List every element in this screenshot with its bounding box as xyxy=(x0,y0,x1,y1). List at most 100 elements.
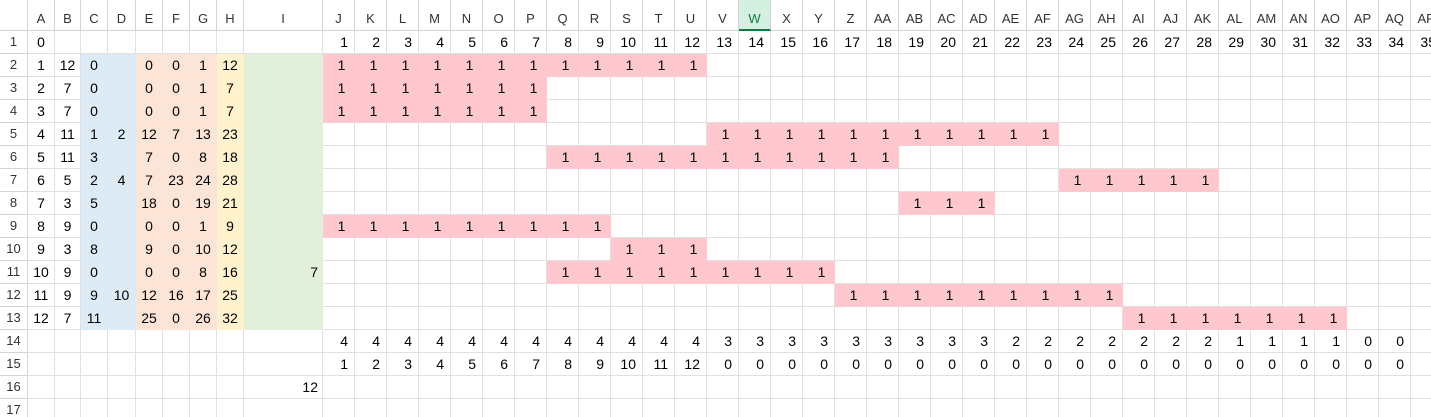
cell[interactable] xyxy=(108,215,136,238)
cell[interactable] xyxy=(867,399,899,417)
cell[interactable] xyxy=(867,169,899,192)
cell[interactable] xyxy=(867,77,899,100)
cell[interactable] xyxy=(867,376,899,399)
cell[interactable] xyxy=(1123,376,1155,399)
cell[interactable] xyxy=(611,215,643,238)
cell[interactable] xyxy=(963,169,995,192)
cell[interactable]: 8 xyxy=(28,215,55,238)
cell[interactable] xyxy=(1315,54,1347,77)
cell[interactable] xyxy=(1379,100,1411,123)
cell[interactable]: 21 xyxy=(217,192,244,215)
cell[interactable] xyxy=(707,192,739,215)
cell[interactable]: 0 xyxy=(81,100,108,123)
cell[interactable] xyxy=(1347,123,1379,146)
cell[interactable] xyxy=(419,376,451,399)
cell[interactable] xyxy=(739,399,771,417)
cell[interactable] xyxy=(547,399,579,417)
cell[interactable] xyxy=(483,192,515,215)
cell[interactable] xyxy=(1123,284,1155,307)
cell[interactable]: 1 xyxy=(611,146,643,169)
cell[interactable] xyxy=(547,77,579,100)
cell[interactable] xyxy=(771,238,803,261)
cell[interactable] xyxy=(1347,77,1379,100)
cell[interactable] xyxy=(931,215,963,238)
cell[interactable] xyxy=(108,192,136,215)
cell[interactable] xyxy=(323,376,355,399)
cell[interactable]: 0 xyxy=(1315,353,1347,376)
cell[interactable] xyxy=(387,192,419,215)
column-header[interactable]: AH xyxy=(1091,0,1123,31)
cell[interactable] xyxy=(675,215,707,238)
cell[interactable]: 9 xyxy=(136,238,163,261)
cell[interactable] xyxy=(707,169,739,192)
cell[interactable] xyxy=(867,100,899,123)
column-header[interactable]: M xyxy=(419,0,451,31)
cell[interactable]: 1 xyxy=(931,123,963,146)
cell[interactable] xyxy=(643,100,675,123)
cell[interactable] xyxy=(1219,192,1251,215)
cell[interactable]: 2 xyxy=(1187,330,1219,353)
cell[interactable]: 0 xyxy=(1091,353,1123,376)
cell[interactable] xyxy=(1123,238,1155,261)
cell[interactable] xyxy=(1187,192,1219,215)
cell[interactable]: 19 xyxy=(899,31,931,54)
cell[interactable] xyxy=(1411,123,1431,146)
cell[interactable]: 0 xyxy=(136,100,163,123)
cell[interactable]: 1 xyxy=(963,284,995,307)
cell[interactable] xyxy=(1283,192,1315,215)
cell[interactable] xyxy=(55,353,81,376)
cell[interactable]: 12 xyxy=(136,123,163,146)
cell[interactable] xyxy=(1059,399,1091,417)
cell[interactable] xyxy=(899,399,931,417)
cell[interactable] xyxy=(899,307,931,330)
cell[interactable]: 30 xyxy=(1251,31,1283,54)
cell[interactable] xyxy=(1411,353,1431,376)
cell[interactable]: 19 xyxy=(190,192,217,215)
column-header[interactable]: U xyxy=(675,0,707,31)
cell[interactable] xyxy=(1315,123,1347,146)
column-header[interactable]: AQ xyxy=(1379,0,1411,31)
cell[interactable] xyxy=(323,238,355,261)
row-header[interactable]: 16 xyxy=(0,376,28,399)
cell[interactable] xyxy=(419,261,451,284)
cell[interactable]: 7 xyxy=(55,77,81,100)
cell[interactable]: 1 xyxy=(707,261,739,284)
cell[interactable]: 10 xyxy=(190,238,217,261)
cell[interactable] xyxy=(1379,77,1411,100)
cell[interactable]: 4 xyxy=(483,330,515,353)
cell[interactable]: 4 xyxy=(451,330,483,353)
cell[interactable] xyxy=(108,353,136,376)
cell[interactable] xyxy=(675,284,707,307)
cell[interactable] xyxy=(1123,192,1155,215)
cell[interactable] xyxy=(739,215,771,238)
cell[interactable] xyxy=(323,192,355,215)
cell[interactable] xyxy=(611,169,643,192)
cell[interactable] xyxy=(1283,376,1315,399)
cell[interactable]: 1 xyxy=(451,215,483,238)
cell[interactable]: 1 xyxy=(643,146,675,169)
cell[interactable] xyxy=(387,123,419,146)
cell[interactable] xyxy=(643,169,675,192)
cell[interactable] xyxy=(1411,169,1431,192)
cell[interactable] xyxy=(611,399,643,417)
cell[interactable] xyxy=(995,376,1027,399)
cell[interactable]: 4 xyxy=(675,330,707,353)
cell[interactable]: 4 xyxy=(419,353,451,376)
cell[interactable] xyxy=(963,399,995,417)
cell[interactable] xyxy=(163,399,190,417)
cell[interactable] xyxy=(81,330,108,353)
cell[interactable] xyxy=(963,307,995,330)
cell[interactable]: 1 xyxy=(835,123,867,146)
cell[interactable]: 23 xyxy=(217,123,244,146)
cell[interactable] xyxy=(611,123,643,146)
row-header[interactable]: 9 xyxy=(0,215,28,238)
cell[interactable] xyxy=(739,100,771,123)
cell[interactable]: 1 xyxy=(643,238,675,261)
cell[interactable] xyxy=(899,238,931,261)
cell[interactable]: 0 xyxy=(163,307,190,330)
cell[interactable]: 1 xyxy=(675,238,707,261)
cell[interactable] xyxy=(1251,77,1283,100)
cell[interactable]: 25 xyxy=(136,307,163,330)
cell[interactable] xyxy=(1379,54,1411,77)
cell[interactable]: 5 xyxy=(55,169,81,192)
